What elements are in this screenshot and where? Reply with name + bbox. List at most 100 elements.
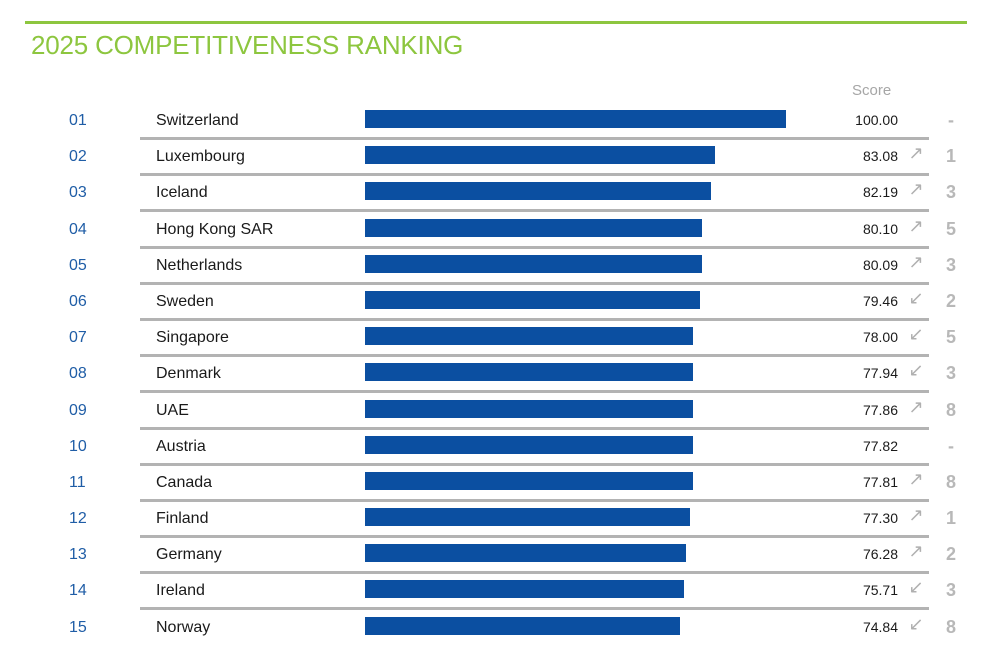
rank-change: - <box>948 435 954 456</box>
score-bar <box>365 363 694 382</box>
rank-change: 8 <box>945 471 956 492</box>
row-separator <box>140 209 929 213</box>
row-separator <box>140 462 929 466</box>
trend-up-icon: ↗ <box>908 179 924 200</box>
trend-down-icon: ↙ <box>908 577 924 598</box>
ranking-row: 06 Sweden 79.46 ↙ 2 <box>0 284 997 321</box>
country-label: Iceland <box>156 184 208 202</box>
score-value: 100.00 <box>855 112 898 128</box>
score-bar <box>365 435 693 454</box>
trend-up-icon: ↗ <box>908 251 924 272</box>
country-label: Singapore <box>156 329 229 347</box>
ranking-row: 12 Finland 77.30 ↗ 1 <box>0 501 997 539</box>
row-separator <box>140 245 929 249</box>
country-label: Sweden <box>156 292 214 310</box>
rank-change: 2 <box>945 290 956 311</box>
ranking-row: 11 Canada 77.81 ↗ 8 <box>0 465 997 502</box>
rank-change: 3 <box>945 363 956 384</box>
score-bar <box>365 399 693 418</box>
rank-change: 1 <box>945 146 956 167</box>
rank-change: 5 <box>945 218 956 239</box>
row-separator <box>140 498 929 502</box>
row-separator <box>140 535 929 539</box>
ranking-row: 02 Luxembourg 83.08 ↗ 1 <box>0 139 997 177</box>
rank-label: 11 <box>69 473 86 491</box>
ranking-list: 01 Switzerland 100.00-02 Luxembourg 83.08 ↗ 1 0… <box>0 103 997 646</box>
rank-label: 01 <box>69 112 87 129</box>
score-value: 76.28 <box>862 546 898 563</box>
trend-down-icon: ↙ <box>908 287 924 308</box>
score-bar <box>365 471 693 490</box>
score-value: 80.10 <box>862 220 898 237</box>
rank-label: 04 <box>69 220 87 238</box>
rank-label: 03 <box>69 184 87 202</box>
row-separator <box>140 173 929 177</box>
rank-label: 15 <box>69 618 87 636</box>
trend-down-icon: ↙ <box>908 360 924 381</box>
score-bar <box>365 218 703 237</box>
row-separator <box>140 281 929 285</box>
country-label: Luxembourg <box>156 148 245 166</box>
score-column-header: Score <box>852 82 892 99</box>
score-value: 77.94 <box>862 365 898 382</box>
score-bar <box>365 616 681 635</box>
trend-up-icon: ↗ <box>908 396 924 417</box>
ranking-row: 13 Germany 76.28 ↗ 2 <box>0 537 997 575</box>
rank-label: 12 <box>69 510 87 528</box>
ranking-row: 09 UAE 77.86 ↗ 8 <box>0 393 997 430</box>
ranking-row: 05 Netherlands 80.09 ↗ 3 <box>0 248 997 285</box>
score-value: 83.08 <box>862 148 898 165</box>
trend-up-icon: ↗ <box>908 541 924 562</box>
rank-change: - <box>948 110 954 130</box>
ranking-row: 15 Norway 74.84 ↙ 8 <box>0 610 997 646</box>
country-label: Ireland <box>156 582 205 600</box>
country-label: Norway <box>156 618 211 636</box>
score-value: 77.86 <box>862 401 898 418</box>
score-value: 74.84 <box>862 618 898 635</box>
ranking-row: 03 Iceland 82.19 ↗ 3 <box>0 175 997 213</box>
trend-down-icon: ↙ <box>908 613 924 634</box>
chart-title: 2025 COMPETITIVENESS RANKING <box>31 30 464 60</box>
row-separator <box>140 137 929 140</box>
rank-change: 3 <box>945 254 956 275</box>
trend-up-icon: ↗ <box>908 505 924 526</box>
ranking-row: 07 Singapore 78.00 ↙ 5 <box>0 320 997 358</box>
rank-change: 3 <box>945 182 956 203</box>
trend-down-icon: ↙ <box>908 324 924 345</box>
score-bar <box>365 580 684 599</box>
rank-label: 05 <box>69 256 87 274</box>
rank-label: 08 <box>69 365 87 383</box>
country-label: Canada <box>156 473 213 491</box>
country-label: Switzerland <box>156 112 239 129</box>
country-label: Denmark <box>156 365 221 383</box>
score-bar <box>365 544 687 563</box>
row-separator <box>140 390 929 394</box>
row-separator <box>140 571 929 575</box>
score-bar <box>365 146 715 165</box>
rank-label: 13 <box>69 546 87 564</box>
country-label: Finland <box>156 510 209 528</box>
score-bar <box>365 182 711 201</box>
rank-change: 1 <box>945 508 956 529</box>
row-separator <box>140 317 929 321</box>
ranking-row: 01 Switzerland 100.00 - <box>0 103 997 140</box>
trend-up-icon: ↗ <box>908 215 924 236</box>
score-value: 77.82 <box>862 437 898 454</box>
score-bar <box>365 290 700 309</box>
country-label: Netherlands <box>156 256 243 274</box>
row-separator <box>140 426 929 430</box>
score-value: 77.81 <box>862 473 898 490</box>
rank-label: 14 <box>69 582 87 600</box>
row-separator <box>140 607 929 611</box>
score-value: 78.00 <box>862 329 898 346</box>
rank-change: 5 <box>945 327 956 348</box>
trend-up-icon: ↗ <box>908 468 924 489</box>
rank-change: 8 <box>945 616 956 637</box>
ranking-row: 04 Hong Kong SAR 80.10 ↗ 5 <box>0 212 997 249</box>
rank-label: 10 <box>69 437 87 455</box>
score-value: 79.46 <box>862 292 898 309</box>
score-value: 77.30 <box>862 510 898 527</box>
top-accent-rule <box>25 21 967 24</box>
ranking-row: 08 Denmark 77.94 ↙ 3 <box>0 356 997 394</box>
rank-label: 06 <box>69 292 87 310</box>
